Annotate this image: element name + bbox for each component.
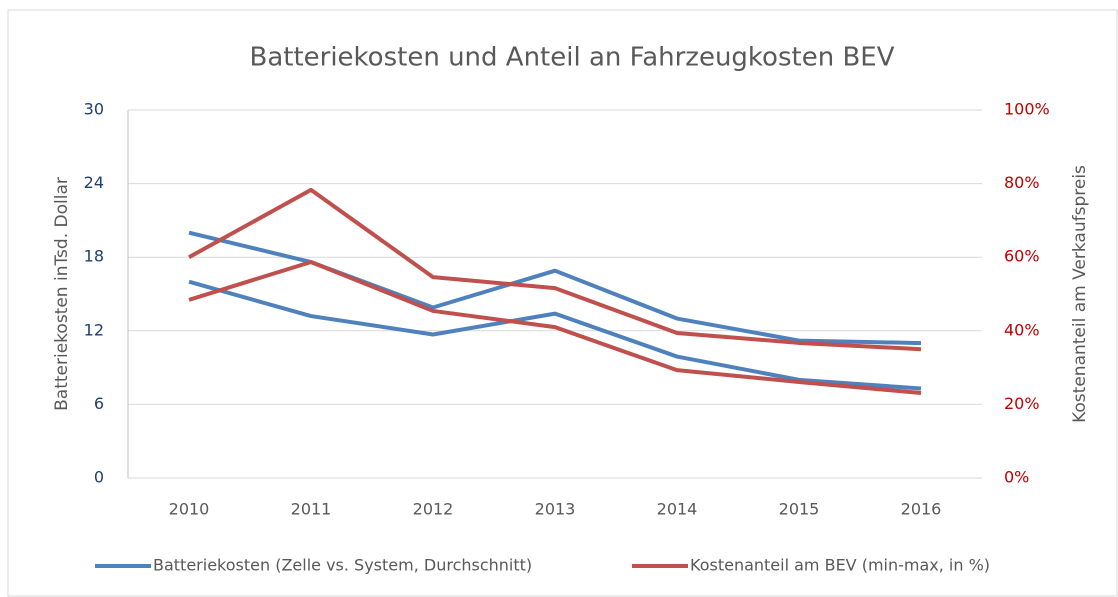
x-tick-label: 2013 [535,500,576,519]
y2-tick-label: 80% [1004,173,1040,192]
x-tick-label: 2014 [657,500,698,519]
x-tick-label: 2015 [779,500,820,519]
y-axis-label: Batteriekosten inTsd. Dollar [52,177,72,411]
y-tick-label: 6 [94,394,104,413]
x-tick-label: 2011 [291,500,332,519]
series-line [188,259,922,395]
y2-tick-label: 0% [1004,468,1029,487]
x-tick-label: 2012 [413,500,454,519]
x-tick-label: 2010 [169,500,210,519]
series-line [188,187,922,352]
legend-label: Batteriekosten (Zelle vs. System, Durchs… [153,556,532,575]
chart-frame [7,9,1118,597]
y-tick-label: 18 [84,247,104,266]
y-tick-label: 12 [84,320,104,339]
chart-title: Batteriekosten und Anteil an Fahrzeugkos… [249,43,894,73]
y2-tick-label: 40% [1004,320,1040,339]
y2-axis-label: Kostenanteil am Verkaufspreis [1070,165,1090,423]
y2-tick-label: 100% [1004,100,1050,119]
y-tick-label: 0 [94,468,104,487]
y2-tick-label: 60% [1004,247,1040,266]
y2-tick-label: 20% [1004,394,1040,413]
y-tick-label: 30 [84,100,104,119]
series-line [188,279,922,391]
x-tick-label: 2016 [901,500,942,519]
legend-label: Kostenanteil am BEV (min-max, in %) [690,556,990,575]
y-tick-label: 24 [84,173,104,192]
